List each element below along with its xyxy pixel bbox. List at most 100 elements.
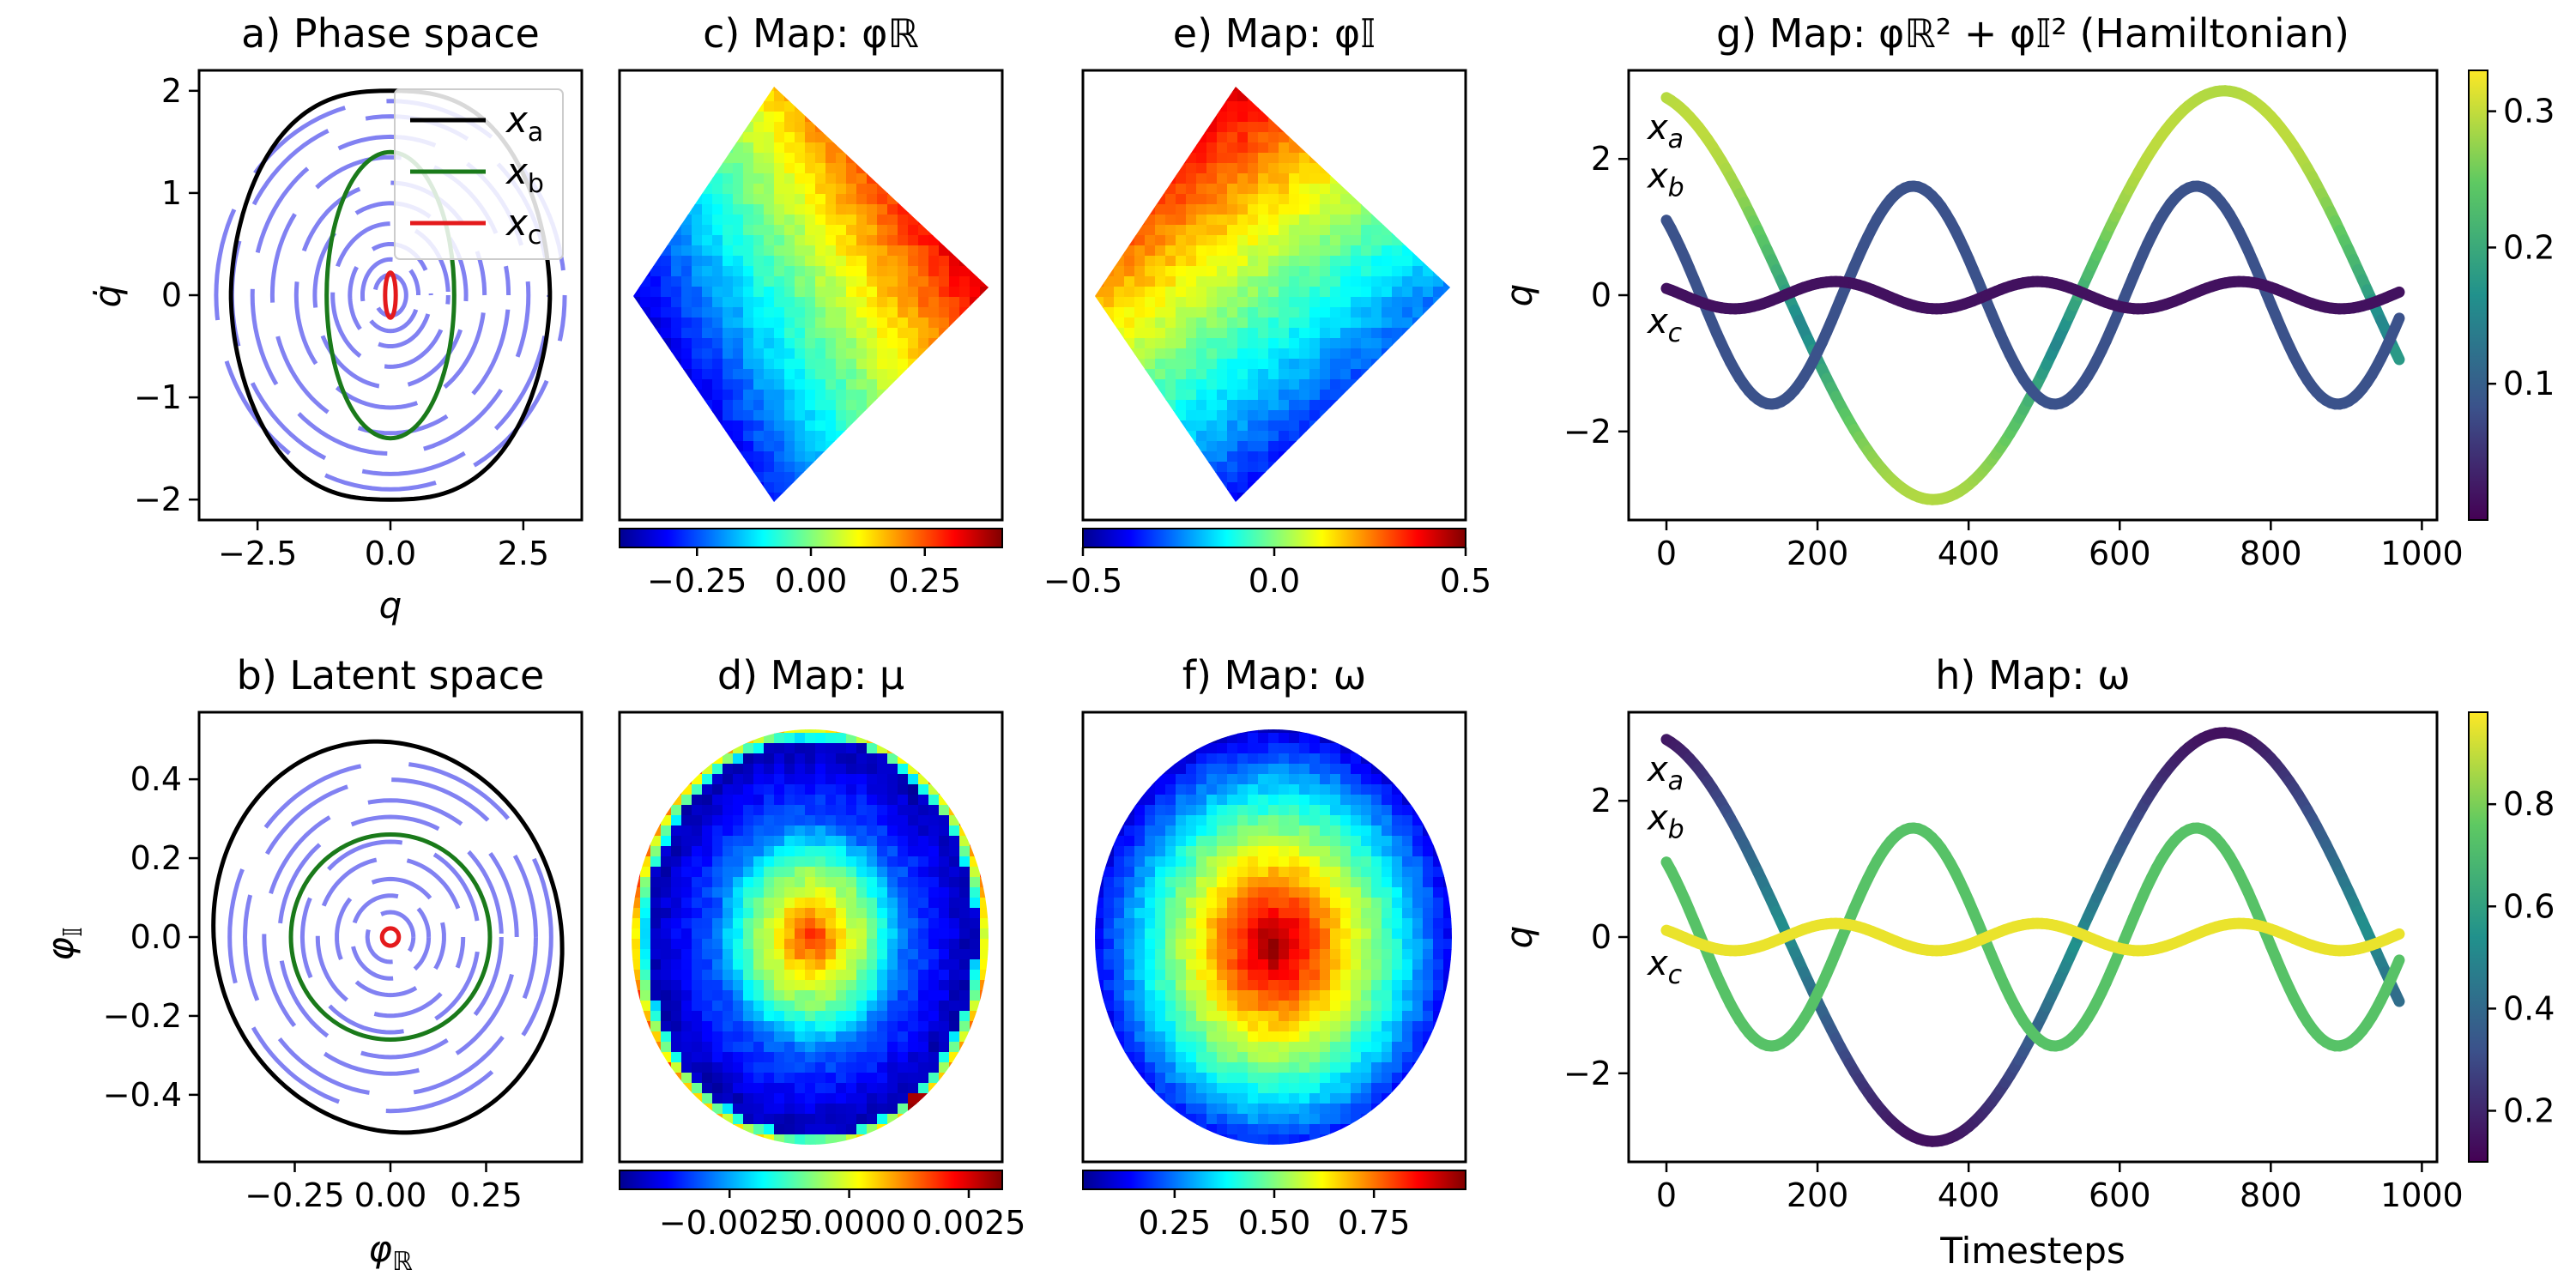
- heat-cell: [918, 825, 929, 837]
- heat-cell: [877, 815, 888, 826]
- heat-cell: [1165, 338, 1176, 349]
- heat-cell: [815, 970, 826, 981]
- heat-cell: [815, 462, 826, 473]
- heat-cell: [671, 493, 682, 502]
- heat-cell: [970, 173, 981, 184]
- heat-cell: [1279, 163, 1290, 174]
- heat-cell: [723, 441, 734, 452]
- heat-cell: [620, 420, 631, 432]
- heat-cell: [671, 431, 682, 442]
- heat-cell: [928, 856, 940, 868]
- heat-cell: [1330, 70, 1341, 82]
- heat-cell: [1124, 287, 1135, 298]
- heat-cell: [939, 867, 950, 878]
- heat-cell: [702, 142, 713, 154]
- heat-cell: [877, 276, 888, 287]
- heat-cell: [918, 805, 929, 816]
- heat-cell: [939, 225, 950, 236]
- heat-cell: [908, 451, 919, 463]
- heat-cell: [815, 132, 826, 143]
- heat-cell: [1258, 287, 1269, 298]
- heat-cell: [702, 774, 713, 785]
- heat-cell: [764, 887, 775, 898]
- heat-cell: [743, 980, 754, 991]
- heat-cell: [1206, 112, 1218, 123]
- heat-cell: [970, 1073, 981, 1084]
- heat-cell: [980, 753, 989, 765]
- heat-cell: [743, 764, 754, 775]
- heat-cell: [1258, 441, 1269, 452]
- heat-cell: [1248, 87, 1259, 92]
- heat-cell: [939, 101, 950, 112]
- heat-cell: [990, 795, 1001, 806]
- heat-cell: [795, 1083, 806, 1094]
- heat-cell: [959, 877, 971, 888]
- heat-cell: [1176, 256, 1187, 267]
- heat-cell: [1165, 462, 1176, 473]
- heat-cell: [753, 390, 765, 401]
- heat-cell: [712, 410, 723, 421]
- heat-cell: [1196, 441, 1207, 452]
- heat-cell: [867, 1073, 878, 1084]
- heat-cell: [918, 503, 929, 514]
- heat-cell: [887, 898, 898, 909]
- heat-cell: [1371, 400, 1382, 411]
- heat-cell: [898, 287, 909, 298]
- heat-cell: [1320, 369, 1331, 380]
- heat-cell: [1145, 101, 1156, 112]
- heat-cell: [846, 980, 857, 991]
- heat-cell: [723, 877, 734, 888]
- heat-cell: [620, 256, 631, 267]
- heat-cell: [970, 153, 981, 164]
- heat-cell: [1423, 276, 1434, 287]
- heat-cell: [1268, 420, 1279, 432]
- heat-cell: [784, 431, 795, 442]
- heat-cell: [1145, 70, 1156, 82]
- heat-cell: [970, 733, 981, 744]
- heat-cell: [784, 774, 795, 785]
- heat-cell: [795, 369, 806, 380]
- heat-cell: [784, 338, 795, 349]
- heat-cell: [650, 266, 662, 277]
- heat-cell: [1320, 462, 1331, 473]
- heat-cell: [1196, 132, 1207, 143]
- heat-cell: [1186, 163, 1197, 174]
- heat-cell: [846, 836, 857, 847]
- heat-cell: [959, 245, 971, 257]
- heat-cell: [640, 1011, 651, 1022]
- heat-cell: [939, 348, 950, 360]
- heat-cell: [836, 493, 847, 502]
- heat-cell: [887, 451, 898, 463]
- heat-cell: [856, 379, 868, 390]
- heat-cell: [959, 970, 971, 981]
- heat-cell: [877, 307, 888, 318]
- heat-cell: [650, 287, 662, 298]
- heat-cell: [970, 101, 981, 112]
- heat-cell: [723, 112, 734, 123]
- heat-cell: [671, 980, 682, 991]
- heat-cell: [795, 877, 806, 888]
- heat-cell: [1423, 451, 1434, 463]
- heat-cell: [784, 482, 795, 493]
- heat-cell: [1206, 338, 1218, 349]
- heat-cell: [970, 462, 981, 473]
- heat-cell: [1237, 431, 1249, 442]
- heat-cell: [702, 856, 713, 868]
- heat-cell: [712, 898, 723, 909]
- heat-cell: [1134, 173, 1146, 184]
- heat-cell: [1227, 184, 1238, 195]
- heat-cell: [887, 918, 898, 929]
- heat-cell: [743, 70, 754, 82]
- heat-cell: [1289, 328, 1300, 339]
- heat-cell: [939, 805, 950, 816]
- heat-cell: [990, 359, 1001, 370]
- heat-cell: [1371, 173, 1382, 184]
- heat-cell: [959, 276, 971, 287]
- heat-cell: [1186, 276, 1197, 287]
- heat-cell: [887, 266, 898, 277]
- heat-cell: [1217, 112, 1228, 123]
- heat-cell: [1186, 142, 1197, 154]
- heat-cell: [620, 359, 631, 370]
- heat-cell: [753, 132, 765, 143]
- heat-cell: [846, 194, 857, 205]
